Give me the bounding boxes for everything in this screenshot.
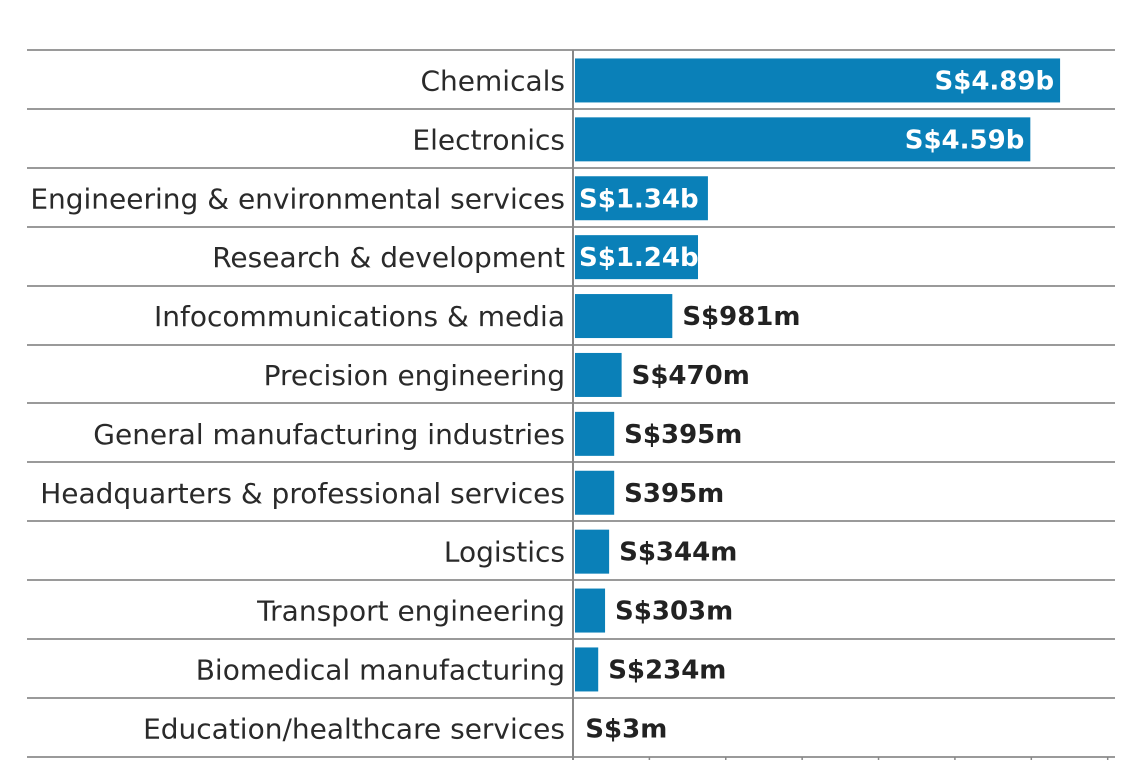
category-label: Transport engineering [256,595,565,628]
category-label: Electronics [412,123,565,156]
category-label: Research & development [212,241,565,274]
bar [575,294,673,339]
category-label: Headquarters & professional services [40,477,565,510]
category-label: Chemicals [421,64,566,97]
data-label: S$3m [585,714,667,744]
data-label: S$395m [624,420,742,450]
data-label: S$344m [619,538,737,568]
bars [575,58,1061,692]
data-label: S$1.24b [579,243,699,273]
category-label: Engineering & environmental services [30,182,565,215]
category-label: Precision engineering [264,359,565,392]
data-label: S$4.59b [905,125,1025,155]
bar [575,529,610,574]
data-label: S$234m [608,655,726,685]
data-label: S$470m [632,361,750,391]
bar [575,411,615,456]
bar [575,235,699,280]
data-label: S$4.89b [935,66,1055,96]
data-label: S395m [624,479,724,509]
category-label: Education/healthcare services [143,712,565,745]
bar [575,647,599,692]
bar [575,352,622,397]
data-label: S$1.34b [579,184,699,214]
data-labels: S$4.89b S$4.59b S$1.34b S$1.24b S$981m S$470m… [579,66,1054,744]
bar [575,176,708,221]
gridlines [27,49,1115,758]
category-label: Biomedical manufacturing [196,653,565,686]
category-labels: Chemicals Electronics Engineering & enviro… [30,64,565,745]
bar [575,588,606,633]
bar [575,470,615,515]
data-label: S$303m [615,597,733,627]
category-label: Logistics [444,536,565,569]
bar [575,117,1031,162]
category-label: General manufacturing industries [93,418,565,451]
bar [575,58,1061,103]
category-label: Infocommunications & media [154,300,565,333]
data-label: S$981m [682,302,800,332]
